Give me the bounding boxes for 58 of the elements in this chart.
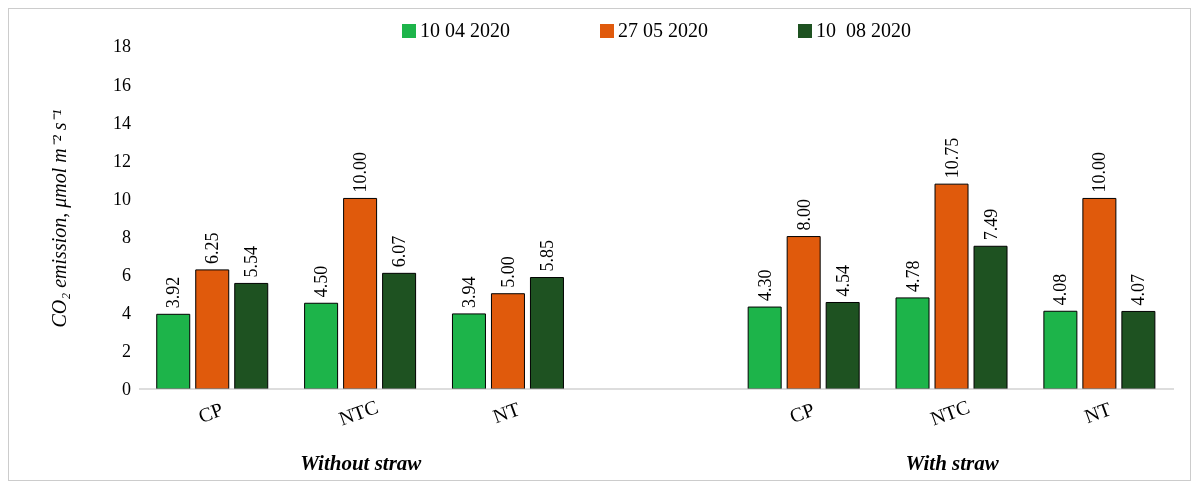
y-tick-label: 0 bbox=[122, 379, 131, 400]
data-label: 5.85 bbox=[536, 240, 557, 272]
data-label: 5.54 bbox=[241, 245, 262, 278]
bar bbox=[786, 236, 821, 389]
bar bbox=[382, 272, 417, 389]
bar bbox=[1121, 310, 1156, 389]
x-tick-label: NTC bbox=[335, 395, 381, 430]
text: Without straw bbox=[299, 451, 423, 476]
bar bbox=[343, 197, 378, 389]
x-tick-label: NT bbox=[489, 397, 523, 428]
legend-label: 10 04 2020 bbox=[419, 19, 510, 42]
data-label: 10.00 bbox=[1089, 151, 1110, 193]
bar bbox=[1043, 310, 1078, 389]
y-tick-label: 14 bbox=[113, 112, 131, 133]
x-tick-label: CP bbox=[195, 397, 226, 427]
y-tick-label: 6 bbox=[122, 265, 131, 286]
x-tick-label: NTC bbox=[927, 395, 973, 430]
bar bbox=[747, 306, 782, 389]
data-label: 4.30 bbox=[754, 269, 775, 302]
y-tick-label: 10 bbox=[113, 188, 131, 209]
data-label: 10.75 bbox=[941, 137, 962, 179]
data-label: 4.78 bbox=[902, 260, 923, 292]
y-axis-title: CO₂ emission, μmol m⁻² s⁻¹ bbox=[48, 109, 72, 328]
bar bbox=[529, 277, 564, 389]
y-tick-label: 8 bbox=[122, 226, 131, 247]
legend-label: 10 08 2020 bbox=[815, 19, 911, 42]
y-tick-label: 2 bbox=[122, 341, 131, 362]
y-tick-label: 4 bbox=[122, 303, 131, 324]
data-label: 6.25 bbox=[202, 232, 223, 264]
bar bbox=[825, 301, 860, 389]
x-tick-label: CP bbox=[786, 397, 818, 427]
bar bbox=[195, 269, 230, 389]
y-tick-label: 18 bbox=[113, 36, 131, 57]
data-label: 4.08 bbox=[1050, 273, 1071, 306]
data-label: 5.00 bbox=[497, 256, 518, 288]
x-tick-label: NT bbox=[1081, 397, 1114, 428]
data-label: 8.00 bbox=[793, 199, 814, 231]
bar bbox=[304, 302, 339, 389]
data-label: 6.07 bbox=[389, 235, 410, 268]
legend-label: 27 05 2020 bbox=[617, 19, 708, 42]
bar bbox=[156, 313, 191, 389]
bar bbox=[451, 313, 486, 389]
bar bbox=[234, 282, 269, 389]
data-label: 10.00 bbox=[350, 151, 371, 193]
data-label: 3.92 bbox=[163, 276, 184, 309]
data-label: 3.94 bbox=[458, 276, 479, 308]
bar bbox=[973, 245, 1008, 389]
y-tick-label: 12 bbox=[113, 150, 131, 171]
bar bbox=[1082, 197, 1117, 389]
y-tick-label: 16 bbox=[113, 74, 131, 95]
data-label: 4.50 bbox=[311, 265, 332, 298]
bar bbox=[895, 297, 930, 389]
data-label: 4.07 bbox=[1128, 273, 1149, 306]
data-label: 4.54 bbox=[832, 264, 853, 297]
bar bbox=[934, 183, 969, 389]
text: With straw bbox=[904, 451, 1000, 476]
data-label: 7.49 bbox=[980, 208, 1001, 241]
bar bbox=[490, 293, 525, 389]
